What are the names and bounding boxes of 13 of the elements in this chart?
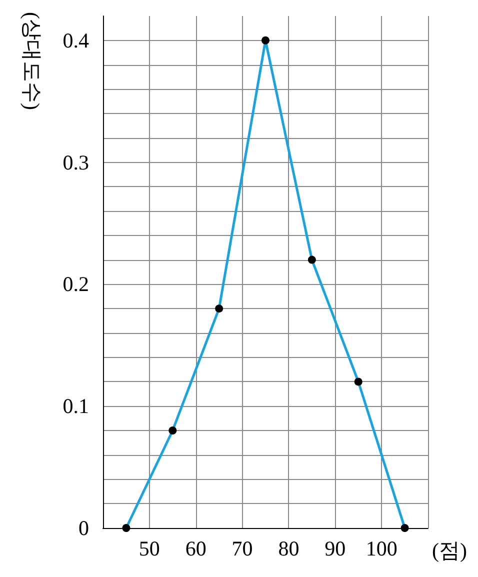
y-tick-label: 0.3	[62, 150, 89, 174]
y-tick-label: 0.4	[62, 28, 90, 52]
x-tick-label: 50	[138, 536, 160, 560]
x-axis-title: (점)	[432, 538, 467, 562]
x-tick-label: 70	[232, 536, 253, 560]
x-tick-label: 100	[366, 536, 398, 560]
y-tick-label: 0.1	[62, 394, 89, 418]
x-tick-label: 90	[324, 536, 346, 560]
x-tick-label: 60	[185, 536, 206, 560]
y-axis-title: (상대도수)	[20, 12, 44, 110]
y-tick-label: 0	[78, 516, 89, 540]
x-tick-label: 80	[278, 536, 300, 560]
y-tick-label: 0.2	[62, 272, 89, 296]
